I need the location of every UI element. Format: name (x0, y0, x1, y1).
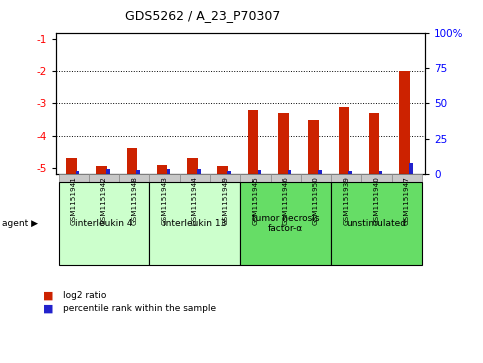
Bar (379, 171, 383, 174)
Text: agent ▶: agent ▶ (2, 219, 39, 228)
Bar (157, 164, 168, 174)
Text: GSM1151940: GSM1151940 (373, 176, 380, 225)
Bar (278, 113, 289, 174)
Text: tumor necrosis
factor-α: tumor necrosis factor-α (252, 213, 319, 233)
Bar (167, 168, 170, 174)
Text: interleukin 4: interleukin 4 (75, 219, 133, 228)
Text: GSM1151943: GSM1151943 (162, 176, 168, 225)
Bar (369, 113, 380, 174)
Text: interleukin 13: interleukin 13 (163, 219, 227, 228)
Bar (288, 170, 291, 174)
Bar (127, 148, 137, 174)
Text: GSM1151944: GSM1151944 (192, 176, 198, 225)
Bar (257, 170, 261, 174)
Text: log2 ratio: log2 ratio (63, 291, 106, 300)
Bar (227, 171, 231, 174)
Text: GDS5262 / A_23_P70307: GDS5262 / A_23_P70307 (125, 9, 281, 22)
Bar (248, 110, 258, 174)
Bar (409, 163, 412, 174)
Text: GSM1151948: GSM1151948 (131, 176, 137, 225)
Text: GSM1151939: GSM1151939 (343, 176, 349, 225)
Text: GSM1151941: GSM1151941 (71, 176, 77, 225)
Bar (308, 119, 319, 174)
Text: GSM1151945: GSM1151945 (253, 176, 258, 225)
Text: GSM1151949: GSM1151949 (222, 176, 228, 225)
Text: percentile rank within the sample: percentile rank within the sample (63, 304, 216, 313)
Text: GSM1151947: GSM1151947 (404, 176, 410, 225)
Bar (187, 158, 198, 174)
Bar (197, 168, 200, 174)
Text: GSM1151946: GSM1151946 (283, 176, 289, 225)
Bar (66, 158, 77, 174)
Bar (106, 168, 110, 174)
Bar (318, 170, 322, 174)
Bar (76, 171, 80, 174)
Bar (348, 171, 352, 174)
Bar (217, 166, 228, 174)
Text: GSM1151950: GSM1151950 (313, 176, 319, 225)
Bar (399, 71, 410, 174)
Text: ■: ■ (43, 303, 54, 314)
Text: GSM1151942: GSM1151942 (101, 176, 107, 225)
Text: unstimulated: unstimulated (347, 219, 407, 228)
Bar (96, 166, 107, 174)
Bar (136, 170, 140, 174)
Bar (339, 107, 349, 174)
Text: ■: ■ (43, 291, 54, 301)
